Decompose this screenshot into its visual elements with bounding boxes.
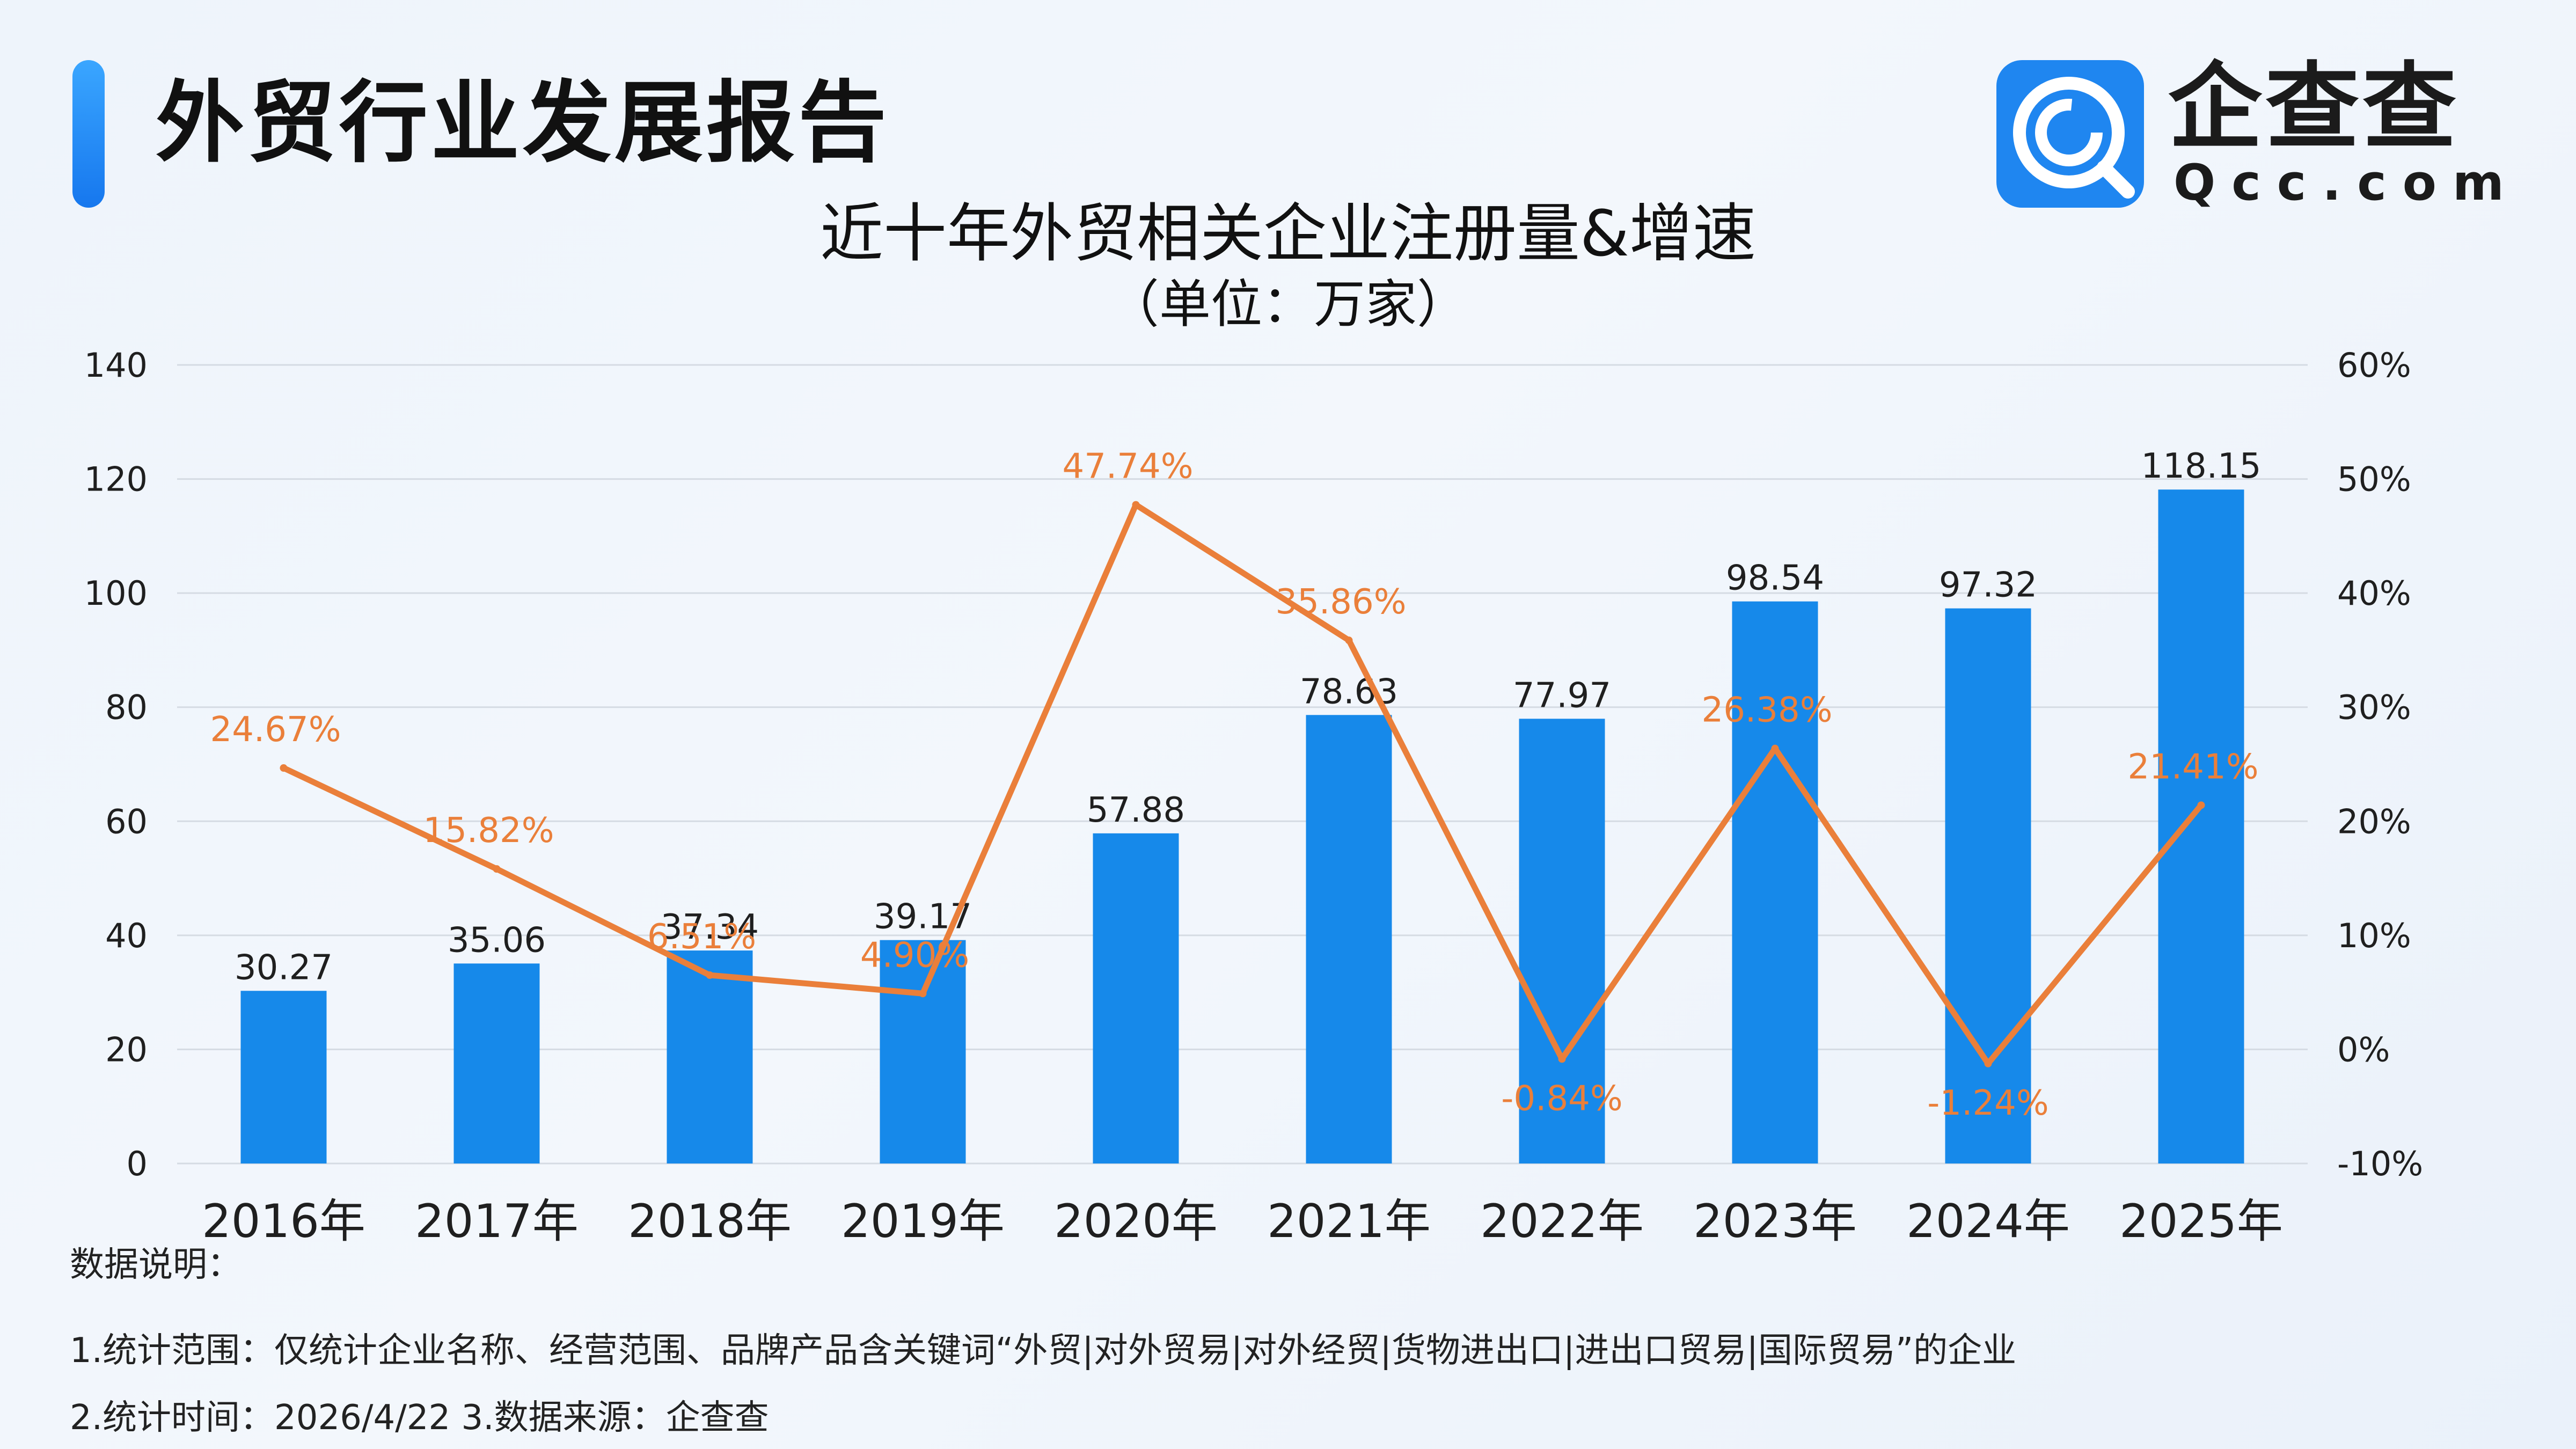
title-accent-bar [72, 60, 105, 208]
bar-value-label: 35.06 [448, 920, 546, 960]
y-left-tick-label: 120 [84, 460, 148, 499]
growth-point [1771, 744, 1779, 752]
growth-value-label: 21.41% [2127, 747, 2258, 787]
growth-point [706, 971, 714, 979]
report-title: 外贸行业发展报告 [156, 71, 890, 174]
bar-value-label: 37.34 [661, 908, 759, 947]
bar [453, 963, 540, 1163]
growth-value-label: -1.24% [1927, 1084, 2048, 1123]
bar-value-label: 57.88 [1087, 791, 1185, 830]
bar-value-label: 98.54 [1726, 559, 1824, 598]
x-tick-label: 2022年 [1480, 1195, 1644, 1248]
y-right-tick-label: 0% [2337, 1030, 2390, 1069]
growth-value-label: 47.74% [1062, 447, 1193, 487]
notes-line-time-source: 2.统计时间：2026/4/22 3.数据来源：企查查 [70, 1398, 769, 1438]
bar [1519, 719, 1605, 1163]
growth-value-label: 4.90% [860, 935, 969, 975]
bar-value-label: 97.32 [1939, 566, 2037, 605]
growth-point [493, 865, 501, 873]
y-left-tick-label: 140 [84, 346, 148, 385]
growth-value-label: 35.86% [1275, 582, 1406, 622]
x-tick-label: 2016年 [202, 1195, 365, 1248]
growth-point [1132, 501, 1140, 509]
bar [667, 950, 753, 1163]
growth-point [280, 764, 288, 772]
bar [1732, 601, 1818, 1163]
growth-point [1345, 636, 1353, 645]
y-left-tick-label: 20 [105, 1030, 148, 1069]
y-right-tick-label: 20% [2337, 802, 2411, 841]
y-right-tick-label: 40% [2337, 574, 2411, 613]
x-tick-label: 2017年 [415, 1195, 579, 1248]
x-tick-label: 2019年 [841, 1195, 1005, 1248]
bar [1945, 608, 2031, 1163]
qcc-logo-icon [1996, 60, 2144, 208]
notes-line-scope: 1.统计范围：仅统计企业名称、经营范围、品牌产品含关键词“外贸|对外贸易|对外经… [70, 1331, 2017, 1371]
growth-line [281, 502, 2204, 1067]
bar [2158, 489, 2244, 1163]
growth-point [1984, 1059, 1992, 1067]
growth-value-label: 26.38% [1701, 691, 1832, 730]
y-right-tick-label: 30% [2337, 688, 2411, 727]
y-left-tick-label: 80 [105, 688, 148, 727]
bar-value-label: 118.15 [2141, 447, 2262, 486]
logo-brand-text: 企查查 [2168, 53, 2460, 162]
y-right-tick-label: -10% [2337, 1144, 2423, 1183]
bar [240, 991, 327, 1163]
x-tick-label: 2021年 [1267, 1195, 1431, 1248]
growth-value-label: 24.67% [210, 710, 341, 750]
y-right-tick-label: 50% [2337, 460, 2411, 499]
growth-point [1558, 1055, 1566, 1063]
growth-value-label: -0.84% [1501, 1079, 1622, 1118]
y-left-tick-label: 60 [105, 802, 148, 841]
bar [1093, 833, 1179, 1163]
bar-value-label: 77.97 [1513, 676, 1611, 715]
x-tick-label: 2020年 [1054, 1195, 1218, 1248]
x-tick-label: 2024年 [1906, 1195, 2070, 1248]
chart-title: 近十年外贸相关企业注册量&增速 [819, 196, 1756, 270]
bar [880, 940, 966, 1163]
logo-domain-text: Qcc.com [2174, 154, 2520, 211]
bar [1306, 715, 1392, 1163]
y-right-tick-label: 10% [2337, 916, 2411, 955]
growth-value-label: 15.82% [423, 811, 554, 851]
growth-point [919, 990, 927, 998]
y-left-tick-label: 100 [84, 574, 148, 613]
y-left-tick-label: 40 [105, 916, 148, 955]
qcc-logo-mark [2013, 77, 2135, 199]
growth-value-label: 6.51% [647, 917, 756, 957]
x-tick-label: 2018年 [628, 1195, 792, 1248]
y-left-tick-label: 0 [127, 1144, 148, 1183]
chart-subtitle: （单位：万家） [1108, 274, 1468, 334]
x-tick-label: 2025年 [2119, 1195, 2283, 1248]
bar-value-label: 30.27 [235, 948, 333, 987]
x-tick-label: 2023年 [1693, 1195, 1857, 1248]
growth-point [2197, 801, 2205, 809]
y-right-tick-label: 60% [2337, 346, 2411, 385]
notes-heading: 数据说明： [70, 1245, 241, 1285]
